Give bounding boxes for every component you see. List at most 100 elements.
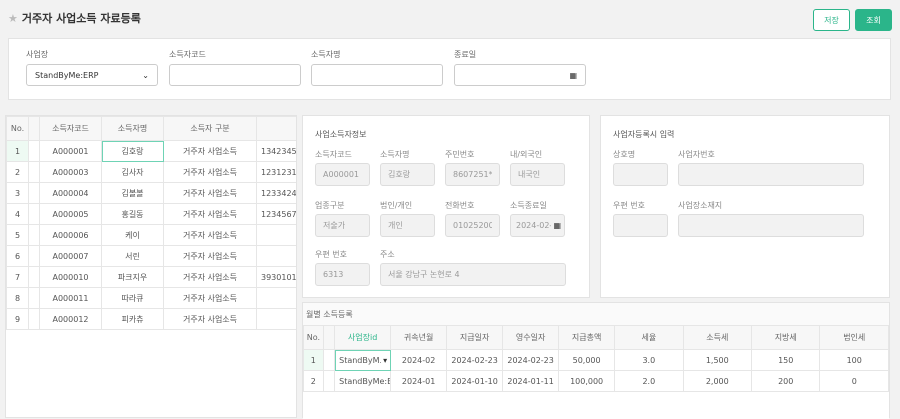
monthly-cell[interactable]: 2024-01 — [390, 370, 448, 392]
cell-code[interactable]: A000004 — [39, 182, 102, 204]
cell-no[interactable]: 6 — [6, 245, 29, 267]
cell-name[interactable]: 김볼볼 — [101, 182, 164, 204]
cell-type[interactable]: 거주자 사업소득 — [163, 266, 257, 288]
cell-check[interactable] — [28, 203, 40, 225]
cell-name[interactable]: 김호랑 — [101, 140, 164, 162]
biz-field[interactable] — [613, 214, 668, 237]
workplace-id-select[interactable]: StandByM…▾ — [339, 356, 390, 365]
monthly-col[interactable]: 소득세 — [682, 325, 753, 350]
cell-no[interactable]: 4 — [6, 203, 29, 225]
cell-type[interactable]: 거주자 사업소득 — [163, 245, 257, 267]
cell-name[interactable]: 피카츄 — [101, 308, 164, 330]
dropdown-arrow-icon[interactable]: ▾ — [383, 355, 388, 365]
cell-account[interactable] — [256, 224, 296, 246]
cell-code[interactable]: A000001 — [39, 140, 102, 162]
name-input[interactable] — [311, 64, 443, 86]
cell-account[interactable]: 1231231234 — [256, 161, 296, 183]
monthly-cell[interactable] — [322, 349, 336, 371]
cell-account[interactable] — [256, 287, 296, 309]
earner-row[interactable]: 8 A000011 따라큐 거주자 사업소득 — [6, 287, 296, 309]
cell-no[interactable]: 3 — [6, 182, 29, 204]
monthly-row[interactable]: 1StandByM…▾2024-022024-02-232024-02-2350… — [303, 349, 889, 371]
monthly-col[interactable]: 세율 — [614, 325, 684, 350]
cell-type[interactable]: 거주자 사업소득 — [163, 182, 257, 204]
monthly-col[interactable]: 지급일자 — [446, 325, 504, 350]
cell-check[interactable] — [28, 266, 40, 288]
save-button[interactable]: 저장 — [813, 9, 850, 31]
cell-account[interactable]: 12345678 — [256, 203, 296, 225]
info-field[interactable]: A000001 — [315, 163, 370, 186]
cell-account[interactable] — [256, 308, 296, 330]
monthly-cell[interactable]: 2,000 — [682, 370, 753, 392]
info-field[interactable]: 8607251*** — [445, 163, 500, 186]
end-date-input[interactable]: ▦ — [454, 64, 586, 86]
workplace-select[interactable]: StandByMe:ERP ⌄ — [26, 64, 158, 86]
search-button[interactable]: 조회 — [855, 9, 892, 31]
monthly-col[interactable]: 지급총액 — [558, 325, 616, 350]
monthly-cell[interactable]: 200 — [751, 370, 821, 392]
monthly-cell[interactable]: 2024-02-23 — [502, 349, 560, 371]
info-field[interactable]: 김호랑 — [380, 163, 435, 186]
cell-account[interactable]: 3930101010 — [256, 266, 296, 288]
cell-no[interactable]: 5 — [6, 224, 29, 246]
calendar-icon[interactable]: ▦ — [569, 70, 577, 80]
earner-row[interactable]: 6 A000007 서린 거주자 사업소득 — [6, 245, 296, 267]
info-field[interactable]: 6313 — [315, 263, 370, 286]
col-check[interactable] — [28, 116, 40, 141]
cell-account[interactable] — [256, 245, 296, 267]
cell-code[interactable]: A000011 — [39, 287, 102, 309]
col-account[interactable]: 계 — [256, 116, 296, 141]
monthly-cell[interactable]: 50,000 — [558, 349, 616, 371]
monthly-cell[interactable]: 3.0 — [614, 349, 684, 371]
cell-code[interactable]: A000010 — [39, 266, 102, 288]
star-icon[interactable]: ★ — [8, 12, 18, 25]
cell-check[interactable] — [28, 245, 40, 267]
monthly-cell[interactable]: 0 — [819, 370, 889, 392]
cell-type[interactable]: 거주자 사업소득 — [163, 140, 257, 162]
monthly-cell[interactable]: StandByM…▾ — [334, 349, 392, 371]
monthly-cell[interactable]: 100 — [819, 349, 889, 371]
cell-name[interactable]: 서린 — [101, 245, 164, 267]
earner-row[interactable]: 5 A000006 케이 거주자 사업소득 — [6, 224, 296, 246]
monthly-cell[interactable]: 2024-02 — [390, 349, 448, 371]
cell-name[interactable]: 파크지우 — [101, 266, 164, 288]
col-name[interactable]: 소득자명 — [101, 116, 164, 141]
monthly-cell[interactable]: 100,000 — [558, 370, 616, 392]
monthly-row[interactable]: 2 StandByMe:E…2024-012024-01-102024-01-11… — [303, 370, 889, 392]
cell-check[interactable] — [28, 224, 40, 246]
monthly-col[interactable]: 법인세 — [819, 325, 889, 350]
cell-name[interactable]: 홍길동 — [101, 203, 164, 225]
col-type[interactable]: 소득자 구분 — [163, 116, 257, 141]
monthly-col[interactable]: 영수일자 — [502, 325, 560, 350]
info-field[interactable]: 내국인 — [510, 163, 565, 186]
cell-type[interactable]: 거주자 사업소득 — [163, 203, 257, 225]
cell-name[interactable]: 케이 — [101, 224, 164, 246]
cell-no[interactable]: 7 — [6, 266, 29, 288]
cell-check[interactable] — [28, 161, 40, 183]
info-field[interactable]: 010252000 — [445, 214, 500, 237]
monthly-cell[interactable]: 150 — [751, 349, 821, 371]
monthly-cell[interactable]: 2024-01-11 — [502, 370, 560, 392]
code-input[interactable] — [169, 64, 301, 86]
monthly-col[interactable]: 지방세 — [751, 325, 821, 350]
biz-field[interactable] — [613, 163, 668, 186]
info-field[interactable]: 서울 강남구 논현로 4 — [380, 263, 566, 286]
cell-check[interactable] — [28, 308, 40, 330]
cell-no[interactable]: 8 — [6, 287, 29, 309]
monthly-col[interactable]: 사업장id — [334, 325, 392, 350]
monthly-col[interactable] — [322, 325, 336, 350]
cell-type[interactable]: 거주자 사업소득 — [163, 224, 257, 246]
col-code[interactable]: 소득자코드 — [39, 116, 102, 141]
cell-name[interactable]: 김사자 — [101, 161, 164, 183]
cell-type[interactable]: 거주자 사업소득 — [163, 308, 257, 330]
cell-code[interactable]: A000012 — [39, 308, 102, 330]
cell-code[interactable]: A000007 — [39, 245, 102, 267]
cell-type[interactable]: 거주자 사업소득 — [163, 287, 257, 309]
cell-code[interactable]: A000003 — [39, 161, 102, 183]
info-field[interactable]: 개인 — [380, 214, 435, 237]
cell-type[interactable]: 거주자 사업소득 — [163, 161, 257, 183]
